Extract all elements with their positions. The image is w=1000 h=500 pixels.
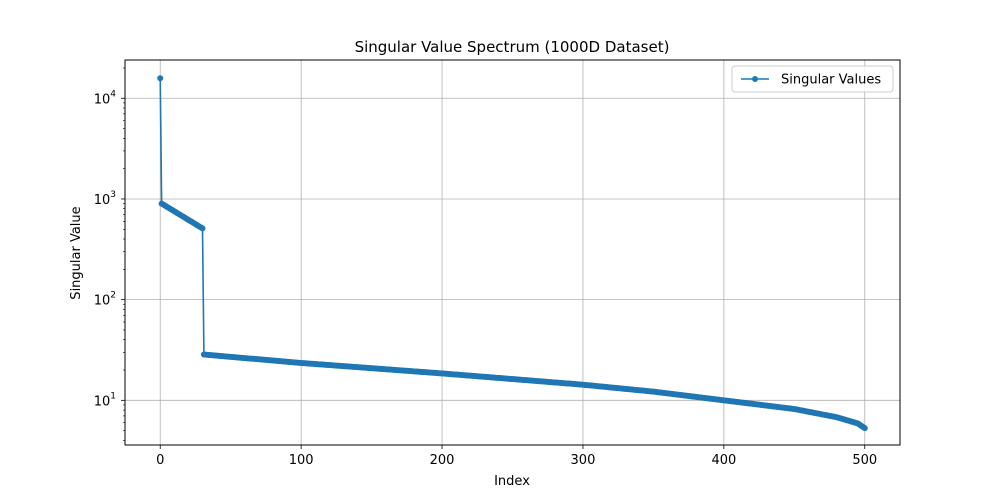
plot-frame <box>124 59 901 446</box>
y-tick-label: 102 <box>94 291 116 309</box>
grid <box>125 60 900 445</box>
x-tick-label: 0 <box>156 453 164 468</box>
series-markers <box>157 75 868 432</box>
y-tick-label: 103 <box>94 190 116 208</box>
y-tick-label: 101 <box>94 391 116 409</box>
y-axis-label: Singular Value <box>69 206 84 299</box>
legend-box <box>731 65 894 93</box>
data-point <box>199 225 206 232</box>
x-tick-label: 500 <box>852 453 877 468</box>
x-tick-label: 300 <box>571 453 596 468</box>
y-axis-ticks: 101 102 103 104 <box>94 67 125 441</box>
legend: Singular Values <box>731 65 894 93</box>
x-tick-label: 200 <box>430 453 455 468</box>
x-tick-label: 400 <box>711 453 736 468</box>
chart-title: Singular Value Spectrum (1000D Dataset) <box>355 38 670 56</box>
legend-marker-swatch <box>752 76 758 82</box>
x-tick-label: 100 <box>289 453 314 468</box>
x-axis-ticks: 0 100 200 300 400 500 <box>156 445 877 468</box>
data-point <box>861 425 868 432</box>
y-tick-label: 104 <box>94 89 117 107</box>
data-point <box>157 75 164 82</box>
legend-label-singular-values: Singular Values <box>781 73 881 88</box>
x-axis-label: Index <box>494 474 530 489</box>
